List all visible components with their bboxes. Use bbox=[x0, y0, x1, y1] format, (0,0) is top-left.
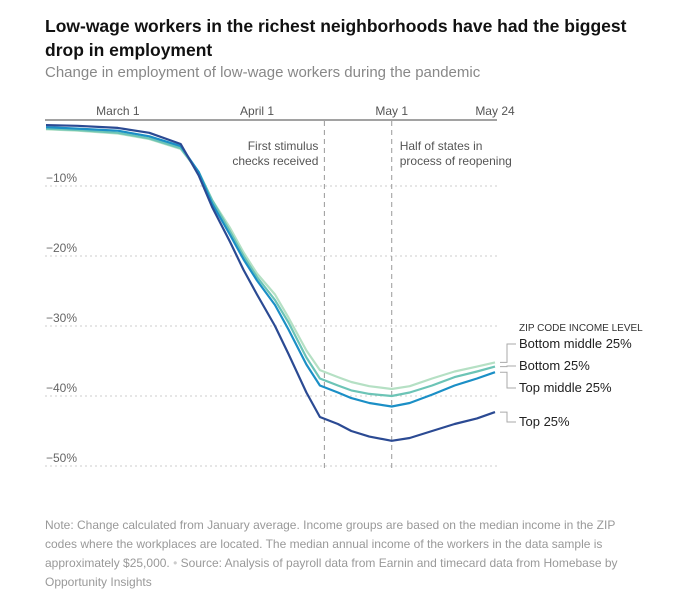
legend-label: Bottom middle 25% bbox=[519, 336, 632, 351]
y-tick-label: −30% bbox=[46, 311, 77, 325]
x-tick-label: April 1 bbox=[240, 104, 274, 118]
legend-leader-line bbox=[500, 343, 516, 363]
annotation-label: First stimulus bbox=[248, 139, 319, 153]
annotation-label: checks received bbox=[232, 154, 318, 168]
legend-leader-line bbox=[500, 371, 516, 389]
x-tick-label: May 1 bbox=[375, 104, 408, 118]
series-line-bottom-25- bbox=[45, 127, 496, 398]
series-line-top-25- bbox=[45, 124, 496, 442]
chart-title: Low-wage workers in the richest neighbor… bbox=[45, 16, 627, 60]
y-tick-label: −20% bbox=[46, 241, 77, 255]
legend-label: Bottom 25% bbox=[519, 358, 590, 373]
series-line-top-middle-25- bbox=[45, 126, 496, 408]
y-tick-label: −50% bbox=[46, 451, 77, 465]
y-tick-label: −40% bbox=[46, 381, 77, 395]
source-text: Source: Analysis of payroll data from Ea… bbox=[45, 556, 618, 589]
series-line-bottom-middle-25- bbox=[45, 128, 496, 391]
x-tick-label: May 24 bbox=[475, 104, 515, 118]
x-tick-label: March 1 bbox=[96, 104, 140, 118]
chart-note: Note: Change calculated from January ave… bbox=[45, 518, 618, 589]
legend-label: Top 25% bbox=[519, 414, 570, 429]
annotation-label: Half of states in bbox=[400, 139, 483, 153]
legend-title: ZIP CODE INCOME LEVEL bbox=[519, 323, 643, 334]
legend-label: Top middle 25% bbox=[519, 380, 612, 395]
note-text: Note: Change calculated from January ave… bbox=[45, 518, 616, 570]
legend-leader-line bbox=[500, 365, 516, 368]
legend-leader-line bbox=[500, 411, 516, 423]
annotation-label: process of reopening bbox=[400, 154, 512, 168]
y-tick-label: −10% bbox=[46, 171, 77, 185]
chart-subtitle: Change in employment of low-wage workers… bbox=[45, 64, 481, 81]
